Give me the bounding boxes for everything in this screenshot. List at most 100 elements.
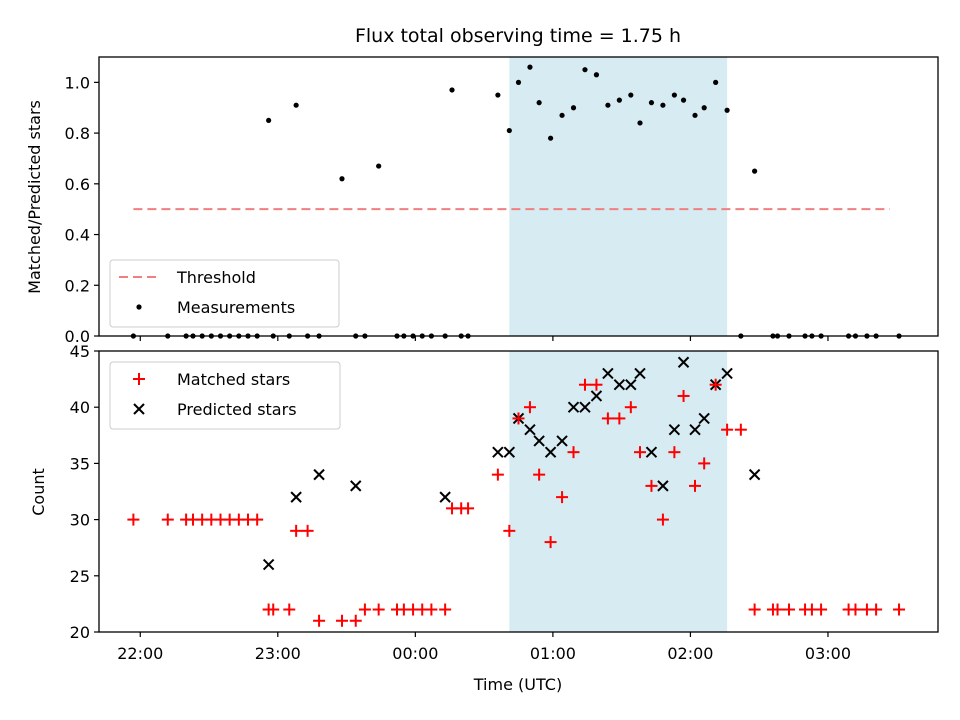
- x-tick-label: 22:00: [117, 644, 163, 663]
- top-y-tick-label: 0.2: [65, 276, 90, 295]
- matched-star-point: [771, 603, 784, 616]
- matched-star-point: [127, 513, 140, 526]
- bottom-y-tick-label: 40: [70, 398, 90, 417]
- legend-measurements-swatch: [136, 304, 142, 310]
- top-y-tick-label: 1.0: [65, 73, 90, 92]
- predicted-star-point: [313, 468, 325, 481]
- measurement-point: [293, 102, 299, 108]
- predicted-star-point: [579, 401, 591, 413]
- matched-star-point: [748, 603, 761, 616]
- matched-star-point: [462, 502, 475, 515]
- predicted-star-point: [492, 446, 504, 458]
- bottom-axes-frame: [98, 350, 939, 633]
- measurement-point: [648, 100, 655, 106]
- predicted-star-point: [262, 558, 275, 571]
- measurement-point: [752, 168, 758, 174]
- matched-star-point: [613, 412, 626, 425]
- legend-matched-label: Matched stars: [177, 370, 290, 389]
- measurement-point: [559, 112, 565, 118]
- measurement-point: [515, 79, 522, 85]
- matched-star-point: [782, 603, 795, 616]
- bottom-y-ticks: 20 25 30 35 40 45: [70, 342, 99, 642]
- top-y-tick-label: 0.4: [65, 226, 90, 245]
- matched-star-point: [721, 423, 734, 436]
- top-y-tick-label: 0.0: [65, 327, 90, 346]
- measurement-point: [713, 79, 719, 85]
- measurement-point: [547, 135, 554, 141]
- bottom-y-tick-label: 30: [70, 511, 90, 530]
- x-tick-label: 01:00: [530, 644, 576, 663]
- matched-star-point: [624, 401, 637, 414]
- matched-star-point: [578, 378, 591, 391]
- matched-star-point: [503, 524, 516, 537]
- matched-star-point: [849, 603, 862, 616]
- matched-star-point: [893, 603, 906, 616]
- matched-star-point: [358, 603, 371, 616]
- top-x-ticks: [139, 336, 829, 341]
- matched-star-point: [689, 479, 702, 492]
- bottom-y-tick-label: 20: [70, 623, 90, 642]
- matched-star-point: [544, 536, 557, 549]
- matched-star-point: [567, 446, 580, 459]
- matched-star-point: [335, 614, 348, 627]
- top-panel: 0.0 0.2 0.4 0.6 0.8 1.0 Matched/Predicted sta…: [25, 56, 939, 346]
- matched-star-point: [698, 457, 711, 470]
- chart-title: Flux total observing time = 1.75 h: [355, 25, 681, 47]
- matched-star-point: [290, 524, 303, 537]
- matched-star-point: [633, 446, 646, 459]
- measurement-point: [449, 87, 455, 93]
- matched-star-points: [127, 378, 906, 627]
- predicted-star-point: [503, 446, 516, 458]
- legend-predicted-label: Predicted stars: [177, 400, 297, 419]
- matched-star-point: [372, 603, 385, 616]
- top-y-tick-label: 0.8: [65, 124, 90, 143]
- measurement-point: [570, 105, 577, 111]
- bottom-legend: Matched stars Predicted stars: [109, 361, 341, 430]
- legend-predicted-swatch: [133, 403, 145, 415]
- top-axes-frame: [98, 56, 939, 337]
- predicted-star-point: [533, 435, 545, 447]
- predicted-star-point: [625, 379, 637, 391]
- predicted-star-point: [748, 468, 761, 481]
- predicted-star-point: [698, 412, 710, 425]
- matched-star-point: [301, 524, 314, 537]
- bottom-y-axis-label: Count: [29, 468, 48, 516]
- matched-star-point: [512, 412, 525, 425]
- matched-star-point: [425, 603, 438, 616]
- predicted-star-point: [556, 435, 568, 447]
- top-y-tick-label: 0.6: [65, 175, 90, 194]
- top-y-ticks: 0.0 0.2 0.4 0.6 0.8 1.0: [65, 73, 99, 346]
- measurement-point: [680, 97, 687, 103]
- predicted-star-point: [524, 423, 536, 436]
- measurement-point: [376, 163, 382, 169]
- bottom-y-tick-label: 35: [70, 454, 90, 473]
- predicted-star-point: [590, 390, 603, 402]
- measurement-point: [692, 112, 698, 118]
- measurement-point: [527, 64, 533, 70]
- matched-star-point: [251, 513, 264, 526]
- matched-star-point: [556, 491, 569, 504]
- x-axis-label: Time (UTC): [473, 675, 562, 694]
- matched-star-point: [677, 389, 690, 402]
- measurement-point: [536, 100, 542, 106]
- matched-star-point: [283, 603, 296, 616]
- measurement-point: [605, 102, 611, 108]
- matched-star-point: [533, 468, 546, 481]
- measurement-point: [593, 72, 600, 78]
- bottom-panel: 20 25 30 35 40 45 22:00 23:00 00:00 01:00 02:00 03…: [29, 342, 939, 694]
- predicted-star-point: [544, 446, 557, 458]
- predicted-star-point: [613, 379, 626, 391]
- predicted-star-points: [262, 356, 761, 571]
- matched-star-point: [523, 401, 536, 414]
- matched-star-point: [734, 423, 747, 436]
- matched-star-point: [267, 603, 280, 616]
- bottom-shaded-interval: [509, 351, 728, 632]
- measurement-point: [701, 105, 707, 111]
- matched-star-point: [439, 603, 452, 616]
- predicted-star-point: [634, 367, 646, 380]
- matched-star-point: [491, 468, 504, 481]
- measurement-point: [671, 92, 677, 98]
- matched-star-point: [815, 603, 828, 616]
- x-tick-label: 23:00: [255, 644, 301, 663]
- predicted-star-point: [677, 356, 690, 368]
